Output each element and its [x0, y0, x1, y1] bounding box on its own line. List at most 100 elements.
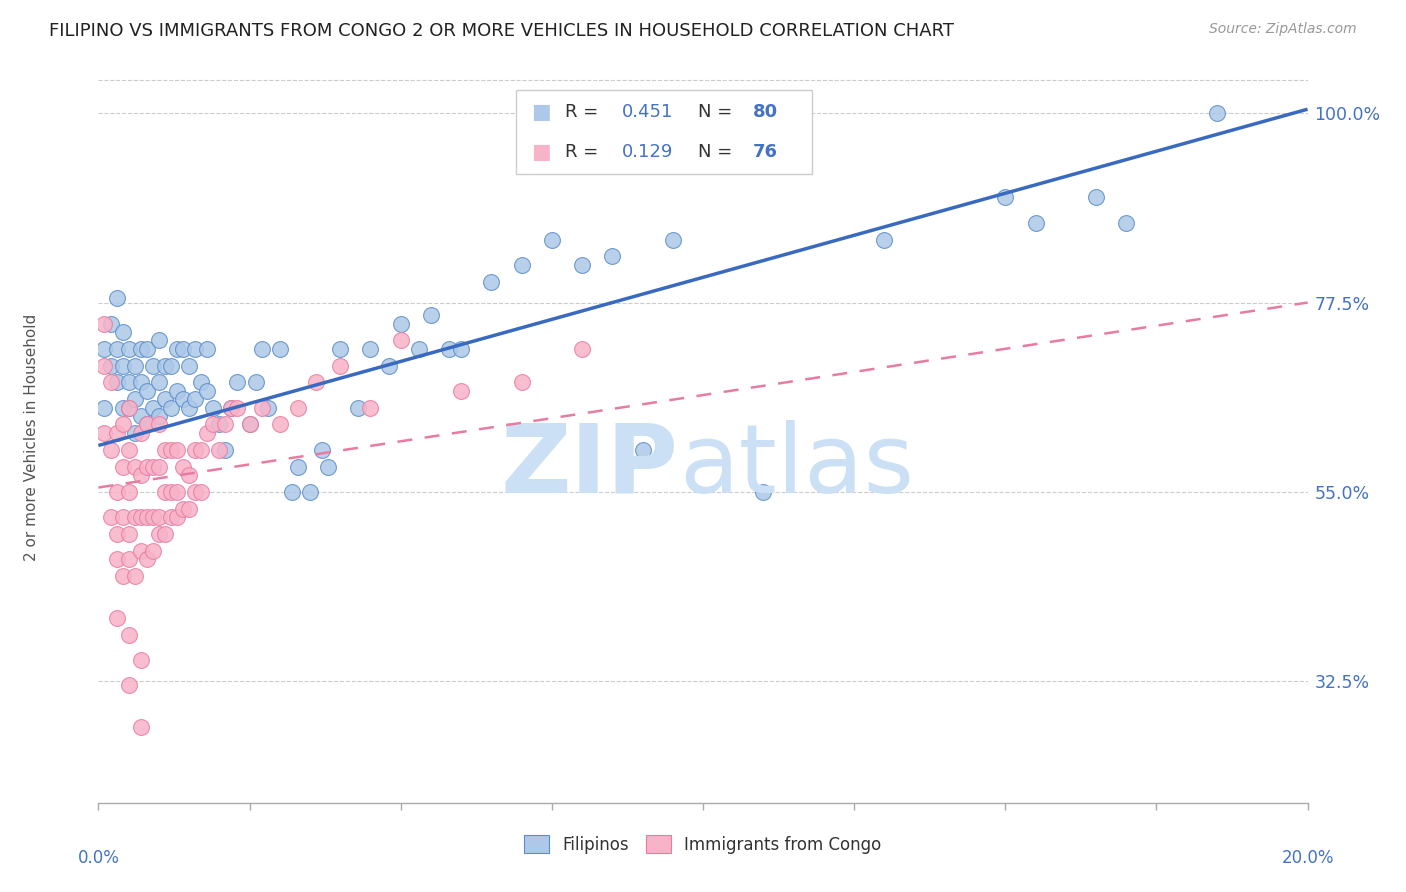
Point — [105, 425, 128, 440]
Point — [118, 526, 141, 541]
Point — [226, 401, 249, 415]
Text: 2 or more Vehicles in Household: 2 or more Vehicles in Household — [24, 313, 39, 561]
Text: atlas: atlas — [679, 420, 914, 513]
Point — [118, 401, 141, 415]
Point — [105, 484, 128, 499]
Point — [239, 417, 262, 432]
Point — [269, 417, 291, 432]
Point — [347, 401, 370, 415]
Point — [256, 401, 278, 415]
Point — [100, 442, 122, 457]
Point — [142, 543, 165, 558]
Point — [124, 510, 146, 524]
Point — [118, 376, 141, 390]
Point — [184, 342, 207, 356]
Point — [153, 484, 176, 499]
Point — [179, 467, 201, 482]
Point — [184, 484, 207, 499]
Point — [111, 401, 134, 415]
Point — [250, 401, 273, 415]
Point — [250, 342, 273, 356]
Point — [105, 291, 128, 305]
Text: R =: R = — [565, 143, 605, 161]
Point — [118, 627, 141, 641]
Text: 0.451: 0.451 — [621, 103, 673, 120]
Point — [329, 359, 352, 373]
Point — [111, 569, 134, 583]
Point — [129, 720, 152, 734]
Point — [135, 384, 157, 398]
Point — [239, 417, 262, 432]
Point — [190, 484, 212, 499]
Point — [105, 611, 128, 625]
Point — [1115, 216, 1137, 230]
FancyBboxPatch shape — [516, 90, 811, 174]
Point — [142, 359, 165, 373]
Point — [179, 501, 201, 516]
Point — [269, 342, 291, 356]
Point — [100, 317, 122, 331]
Point — [135, 417, 157, 432]
Point — [124, 459, 146, 474]
Text: N =: N = — [699, 103, 738, 120]
Point — [135, 510, 157, 524]
Point — [602, 249, 624, 263]
Point — [160, 359, 183, 373]
Point — [450, 384, 472, 398]
Point — [148, 409, 170, 423]
Point — [142, 401, 165, 415]
Text: ■: ■ — [531, 102, 551, 121]
Point — [100, 510, 122, 524]
Point — [631, 442, 654, 457]
Point — [311, 442, 333, 457]
Point — [129, 342, 152, 356]
Point — [160, 484, 183, 499]
Point — [160, 401, 183, 415]
Point — [111, 359, 134, 373]
Point — [450, 342, 472, 356]
Point — [118, 552, 141, 566]
Point — [1206, 106, 1229, 120]
Point — [124, 425, 146, 440]
Point — [661, 233, 683, 247]
Point — [166, 510, 188, 524]
Point — [93, 425, 115, 440]
Text: 76: 76 — [752, 143, 778, 161]
Point — [129, 510, 152, 524]
Point — [148, 459, 170, 474]
Point — [179, 359, 201, 373]
Point — [93, 342, 115, 356]
Point — [481, 275, 503, 289]
Point — [420, 308, 443, 322]
Text: 80: 80 — [752, 103, 778, 120]
Point — [221, 401, 243, 415]
Point — [105, 552, 128, 566]
Point — [118, 401, 141, 415]
Point — [148, 510, 170, 524]
Point — [305, 376, 328, 390]
Point — [195, 342, 218, 356]
Point — [510, 376, 533, 390]
Point — [118, 442, 141, 457]
Point — [214, 417, 236, 432]
Point — [510, 258, 533, 272]
Point — [166, 442, 188, 457]
Point — [148, 526, 170, 541]
Point — [142, 459, 165, 474]
Point — [148, 334, 170, 348]
Point — [142, 510, 165, 524]
Point — [93, 359, 115, 373]
Text: R =: R = — [565, 103, 605, 120]
Point — [1024, 216, 1046, 230]
Point — [208, 442, 231, 457]
Point — [129, 543, 152, 558]
Text: ZIP: ZIP — [501, 420, 679, 513]
Point — [105, 526, 128, 541]
Point — [195, 425, 218, 440]
Point — [100, 359, 122, 373]
Point — [226, 376, 249, 390]
Point — [111, 325, 134, 339]
Point — [105, 342, 128, 356]
Text: N =: N = — [699, 143, 738, 161]
Point — [190, 376, 212, 390]
